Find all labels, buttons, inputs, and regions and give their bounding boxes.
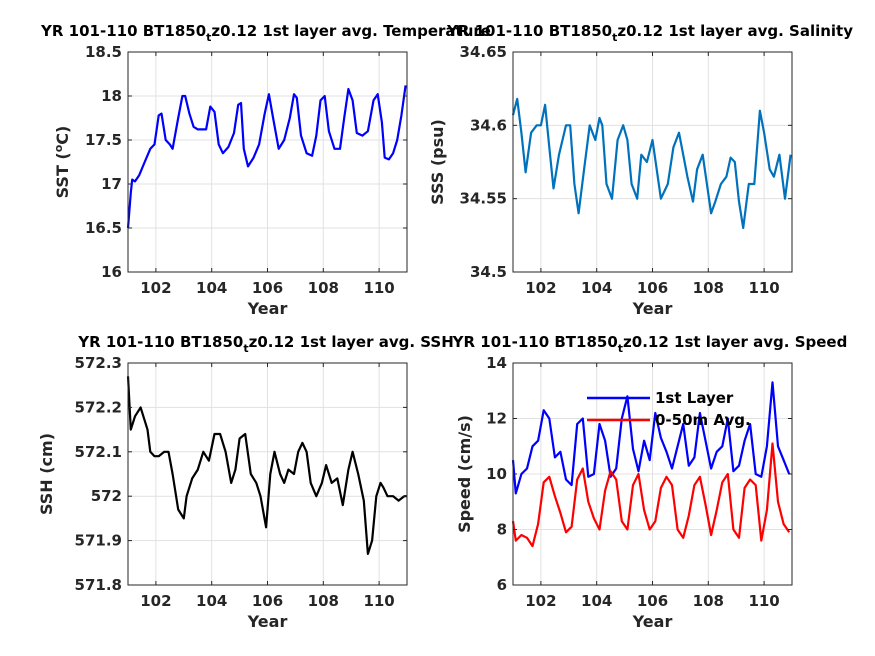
x-tick-label: 104 <box>581 592 612 610</box>
y-axis-label: Speed (cm/s) <box>455 415 474 533</box>
y-tick-label: 571.9 <box>75 532 122 550</box>
x-tick-label: 102 <box>140 279 171 297</box>
sss-series-line-0 <box>511 97 792 230</box>
x-tick-label: 108 <box>308 592 339 610</box>
chart-title: YR 101-110 BT1850tz0.12 1st layer avg. T… <box>40 22 491 44</box>
y-tick-label: 571.8 <box>75 576 122 594</box>
x-tick-label: 106 <box>637 279 668 297</box>
y-tick-label: 10 <box>486 465 507 483</box>
legend-label: 0-50m Avg. <box>655 411 751 429</box>
sst-series-line-0 <box>126 85 407 229</box>
x-tick-label: 102 <box>525 279 556 297</box>
ssh-series-line-0 <box>126 376 407 556</box>
x-tick-label: 106 <box>252 592 283 610</box>
x-axis-label: Year <box>247 299 288 318</box>
x-tick-label: 108 <box>693 592 724 610</box>
y-tick-label: 6 <box>497 576 507 594</box>
x-tick-label: 104 <box>196 279 227 297</box>
y-tick-label: 572.1 <box>75 443 122 461</box>
x-tick-label: 106 <box>637 592 668 610</box>
y-tick-label: 17 <box>101 175 122 193</box>
y-axis-label: SSH (cm) <box>37 433 56 515</box>
y-axis-label: SST (oC) <box>52 126 72 199</box>
y-tick-label: 572.2 <box>75 398 122 416</box>
y-tick-label: 17.5 <box>85 131 122 149</box>
y-tick-label: 572.3 <box>75 354 122 372</box>
ssh-panel: 102 104 106 108 110 571.8 571.9 572 572.1 572.2 57… <box>37 333 454 631</box>
y-axis-label: SSS (psu) <box>428 119 447 205</box>
x-tick-label: 104 <box>581 279 612 297</box>
speed-panel: 102 104 106 108 110 6 8 10 12 14 Year Speed (cm/s) Y… <box>452 333 848 631</box>
speed-series-line-1 <box>511 442 791 548</box>
x-tick-label: 108 <box>308 279 339 297</box>
x-axis-label: Year <box>632 612 673 631</box>
x-tick-label: 102 <box>140 592 171 610</box>
y-tick-label: 18.5 <box>85 43 122 61</box>
x-axis-label: Year <box>632 299 673 318</box>
y-tick-label: 8 <box>497 521 507 539</box>
salinity-panel: 102 104 106 108 110 34.5 34.55 34.6 34.65 Year SSS… <box>428 22 853 318</box>
x-tick-label: 104 <box>196 592 227 610</box>
x-tick-label: 106 <box>252 279 283 297</box>
y-tick-label: 12 <box>486 410 507 428</box>
chart-title: YR 101-110 BT1850tz0.12 1st layer avg. S… <box>446 22 853 44</box>
y-tick-label: 34.6 <box>470 116 507 134</box>
y-tick-label: 34.65 <box>460 43 507 61</box>
y-tick-label: 572 <box>91 487 122 505</box>
x-tick-label: 110 <box>748 592 779 610</box>
y-tick-label: 18 <box>101 87 122 105</box>
y-tick-label: 16.5 <box>85 219 122 237</box>
x-tick-label: 110 <box>748 279 779 297</box>
temperature-panel: 102 104 106 108 110 16 16.5 17 17.5 18 18.5 Year SST… <box>40 22 491 318</box>
x-tick-label: 102 <box>525 592 556 610</box>
legend-label: 1st Layer <box>655 389 734 407</box>
y-tick-label: 34.55 <box>460 190 507 208</box>
y-tick-label: 34.5 <box>470 263 507 281</box>
chart-title: YR 101-110 BT1850tz0.12 1st layer avg. S… <box>452 333 848 355</box>
x-tick-label: 110 <box>363 592 394 610</box>
x-tick-label: 110 <box>363 279 394 297</box>
y-tick-label: 14 <box>486 354 507 372</box>
x-axis-label: Year <box>247 612 288 631</box>
y-tick-label: 16 <box>101 263 122 281</box>
speed-series-line-0 <box>511 381 791 495</box>
x-tick-label: 108 <box>693 279 724 297</box>
chart-title: YR 101-110 BT1850tz0.12 1st layer avg. S… <box>77 333 454 355</box>
